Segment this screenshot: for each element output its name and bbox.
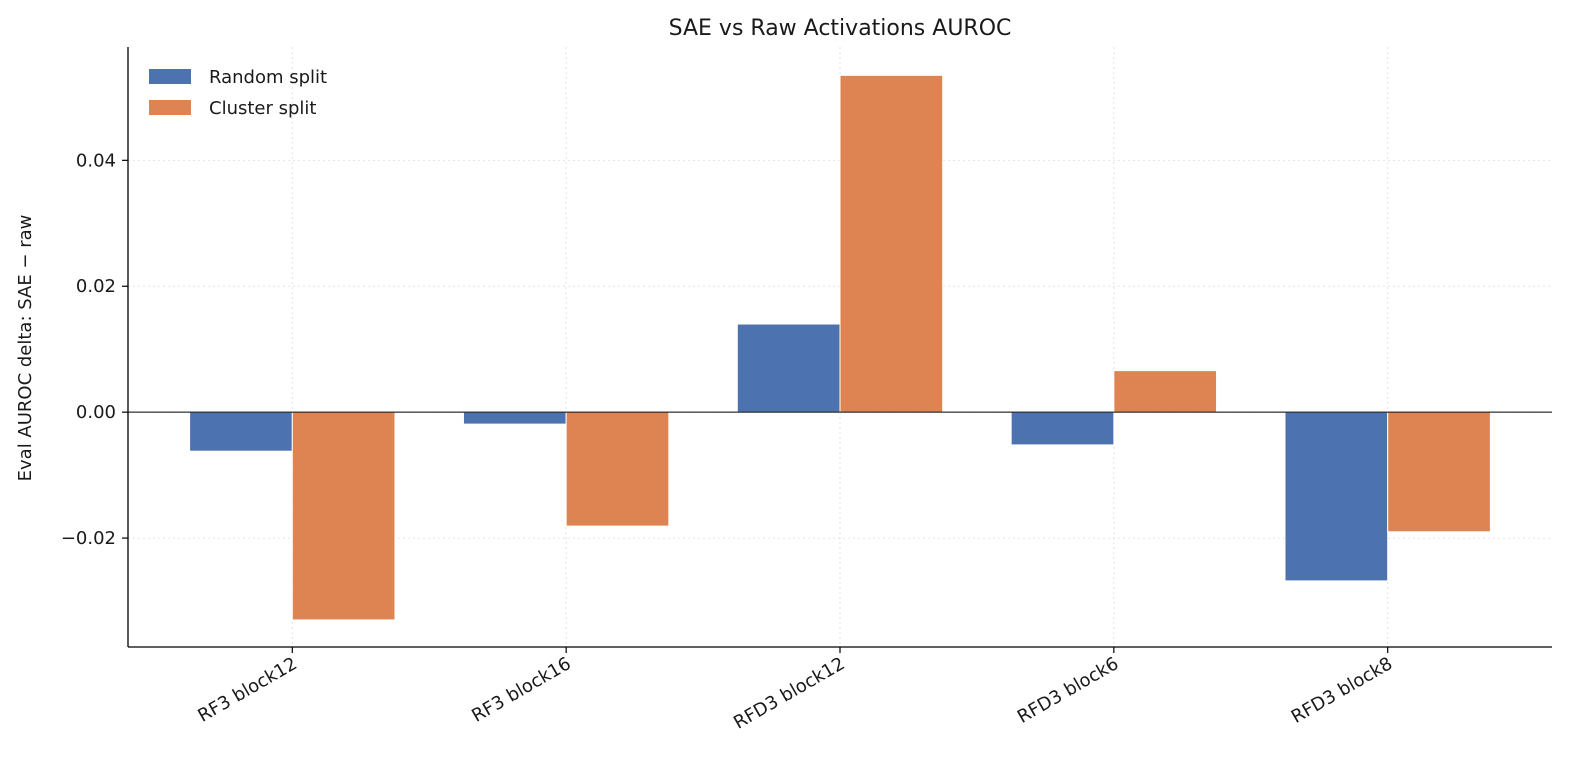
bar-cluster-split [839, 74, 944, 413]
y-tick-label: −0.02 [61, 528, 116, 549]
legend-label: Cluster split [209, 98, 316, 119]
legend-label: Random split [209, 67, 327, 88]
bar-random-split [462, 411, 567, 425]
y-tick-label: 0.00 [76, 402, 116, 423]
y-tick-label: 0.04 [76, 150, 116, 171]
x-axis-ticks: RF3 block12 RF3 block16 RFD3 block12 RFD3 b… [194, 647, 1396, 734]
bar-random-split [1010, 411, 1115, 446]
x-tick-label: RFD3 block6 [1014, 653, 1122, 728]
x-tick-label: RFD3 block12 [730, 653, 848, 733]
bar-cluster-split [1113, 370, 1218, 413]
legend-swatch [149, 100, 191, 115]
legend-swatch [149, 69, 191, 84]
bar-random-split [736, 323, 841, 413]
x-tick-label: RFD3 block8 [1288, 653, 1396, 728]
x-tick-label: RF3 block16 [468, 653, 574, 727]
x-tick-label: RF3 block12 [194, 653, 300, 727]
bar-random-split [189, 411, 293, 452]
bar-cluster-split [1387, 411, 1491, 533]
bar-cluster-split [565, 411, 670, 527]
bar-random-split [1284, 411, 1389, 582]
chart-title: SAE vs Raw Activations AUROC [669, 16, 1012, 41]
bars [189, 74, 1491, 621]
bar-cluster-split [291, 411, 396, 621]
y-axis-label: Eval AUROC delta: SAE − raw [15, 215, 36, 482]
y-axis-ticks: −0.02 0.00 0.02 0.04 [61, 150, 128, 549]
legend: Random split Cluster split [149, 67, 327, 119]
y-tick-label: 0.02 [76, 276, 116, 297]
